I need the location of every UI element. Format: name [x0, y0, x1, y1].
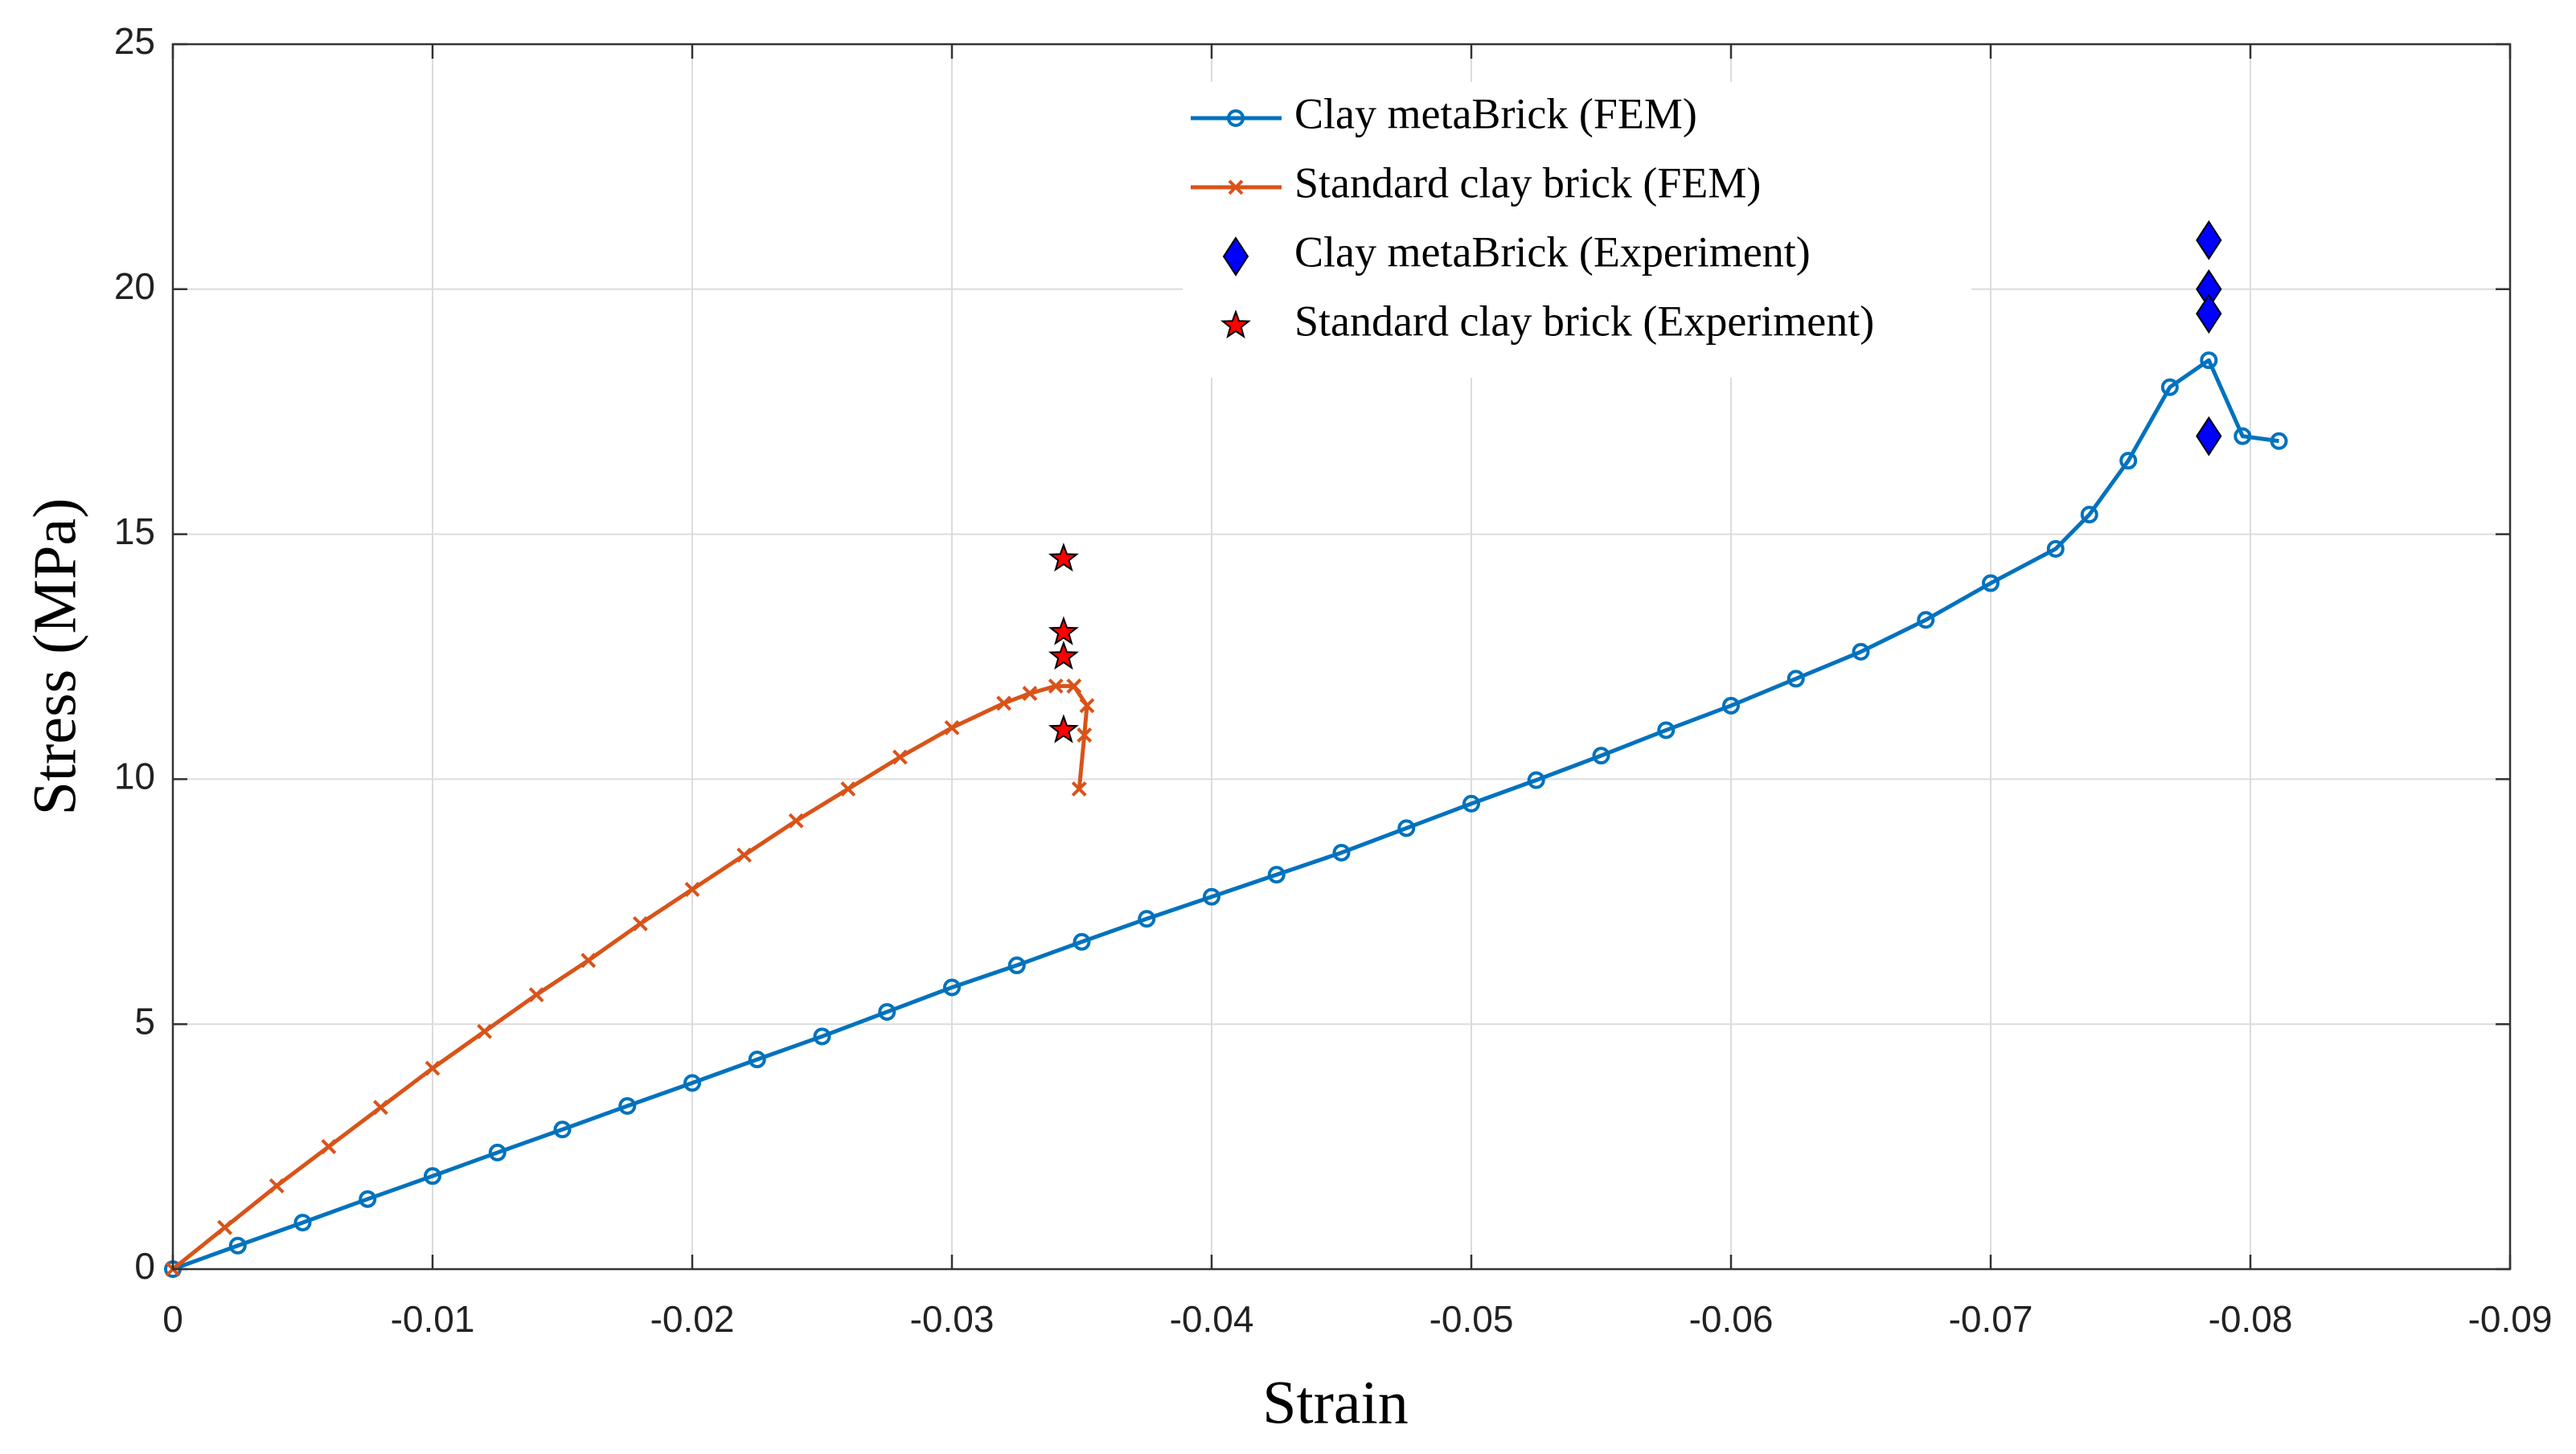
point	[840, 781, 856, 797]
x-tick-label: -0.02	[650, 1298, 735, 1340]
point	[488, 1143, 507, 1161]
point	[1073, 932, 1091, 951]
plot-layer	[164, 220, 2288, 1278]
point	[2080, 506, 2098, 524]
point	[1138, 910, 1156, 928]
point	[372, 1100, 388, 1116]
point	[293, 1214, 312, 1232]
y-tick-label: 25	[114, 20, 155, 62]
point	[748, 1051, 766, 1069]
point	[580, 952, 597, 969]
point	[359, 1190, 377, 1208]
legend-label: Standard clay brick (Experiment)	[1294, 297, 1874, 345]
point	[1022, 686, 1038, 702]
point	[1462, 794, 1480, 813]
point	[2270, 432, 2288, 450]
legend-symbol	[1220, 309, 1251, 339]
point	[1397, 819, 1416, 838]
point	[1203, 887, 1220, 906]
x-tick-label: -0.01	[391, 1298, 475, 1340]
y-tick-label: 10	[114, 756, 155, 797]
point	[1917, 611, 1935, 629]
x-tick-label: 0	[162, 1298, 183, 1340]
y-tick-label: 15	[114, 510, 155, 552]
point	[2119, 452, 2138, 470]
point	[944, 719, 960, 735]
x-tick-label: -0.09	[2468, 1298, 2553, 1340]
point	[996, 695, 1012, 711]
point	[618, 1097, 637, 1116]
point	[1657, 721, 1676, 739]
legend-label: Clay metaBrick (Experiment)	[1294, 227, 1811, 276]
point	[1592, 747, 1610, 765]
plot-frame	[171, 43, 2512, 1271]
point	[943, 978, 961, 997]
legend-label: Clay metaBrick (FEM)	[1294, 89, 1697, 137]
point	[2196, 416, 2222, 457]
point	[2233, 427, 2252, 445]
legend-box	[1183, 82, 1971, 378]
point	[892, 749, 908, 765]
x-tick-label: -0.08	[2209, 1298, 2293, 1340]
legend-symbol	[1222, 236, 1249, 276]
legend-symbol	[1227, 109, 1245, 127]
point	[477, 1023, 493, 1039]
point	[1048, 678, 1064, 694]
legend-symbol	[1228, 179, 1244, 195]
point	[1267, 866, 1286, 884]
point	[1079, 698, 1095, 714]
x-tick-label: -0.06	[1689, 1298, 1774, 1340]
point	[2200, 351, 2218, 370]
point	[878, 1002, 896, 1021]
grid-layer	[172, 43, 2511, 1270]
point	[632, 915, 648, 932]
point	[2196, 293, 2222, 334]
point	[1048, 543, 1079, 572]
x-tick-label: -0.04	[1170, 1298, 1254, 1340]
point	[813, 1027, 831, 1046]
point	[553, 1120, 572, 1139]
point	[1048, 616, 1079, 645]
point	[1982, 574, 2000, 592]
x-tick-label: -0.07	[1949, 1298, 2033, 1340]
point	[425, 1060, 441, 1076]
point	[2046, 539, 2065, 558]
point	[321, 1139, 337, 1155]
x-tick-label: -0.05	[1430, 1298, 1514, 1340]
point	[217, 1219, 233, 1235]
point	[684, 882, 700, 897]
point	[1786, 670, 1805, 688]
y-axis-label: Stress (MPa)	[21, 498, 88, 816]
point	[528, 987, 544, 1003]
point	[228, 1236, 247, 1255]
point	[1332, 843, 1351, 862]
point	[2196, 220, 2222, 260]
x-tick-label: -0.03	[910, 1298, 995, 1340]
point	[788, 813, 804, 829]
point	[736, 847, 753, 863]
point	[1527, 771, 1545, 789]
point	[1071, 781, 1087, 797]
point	[269, 1178, 285, 1194]
point	[1048, 714, 1079, 743]
point	[1852, 642, 1870, 661]
point	[683, 1074, 701, 1092]
point	[1066, 678, 1082, 694]
tick-layer: 0 5 10 15 20 25 0 -0.01 -0.02 -0.03 -0.04 -0.05 -0.0…	[114, 20, 2553, 1340]
x-axis-label: Strain	[1262, 1369, 1409, 1436]
point	[1007, 956, 1026, 975]
legend-label: Standard clay brick (FEM)	[1294, 158, 1761, 207]
y-tick-label: 20	[114, 265, 155, 307]
point	[1048, 641, 1079, 670]
y-tick-label: 5	[134, 1000, 155, 1042]
legend: Clay metaBrick (FEM) Standard clay brick …	[1191, 89, 1874, 345]
point	[1077, 727, 1093, 743]
point	[424, 1167, 441, 1186]
point	[1722, 696, 1740, 715]
point	[2160, 378, 2179, 396]
y-tick-label: 0	[134, 1245, 155, 1287]
